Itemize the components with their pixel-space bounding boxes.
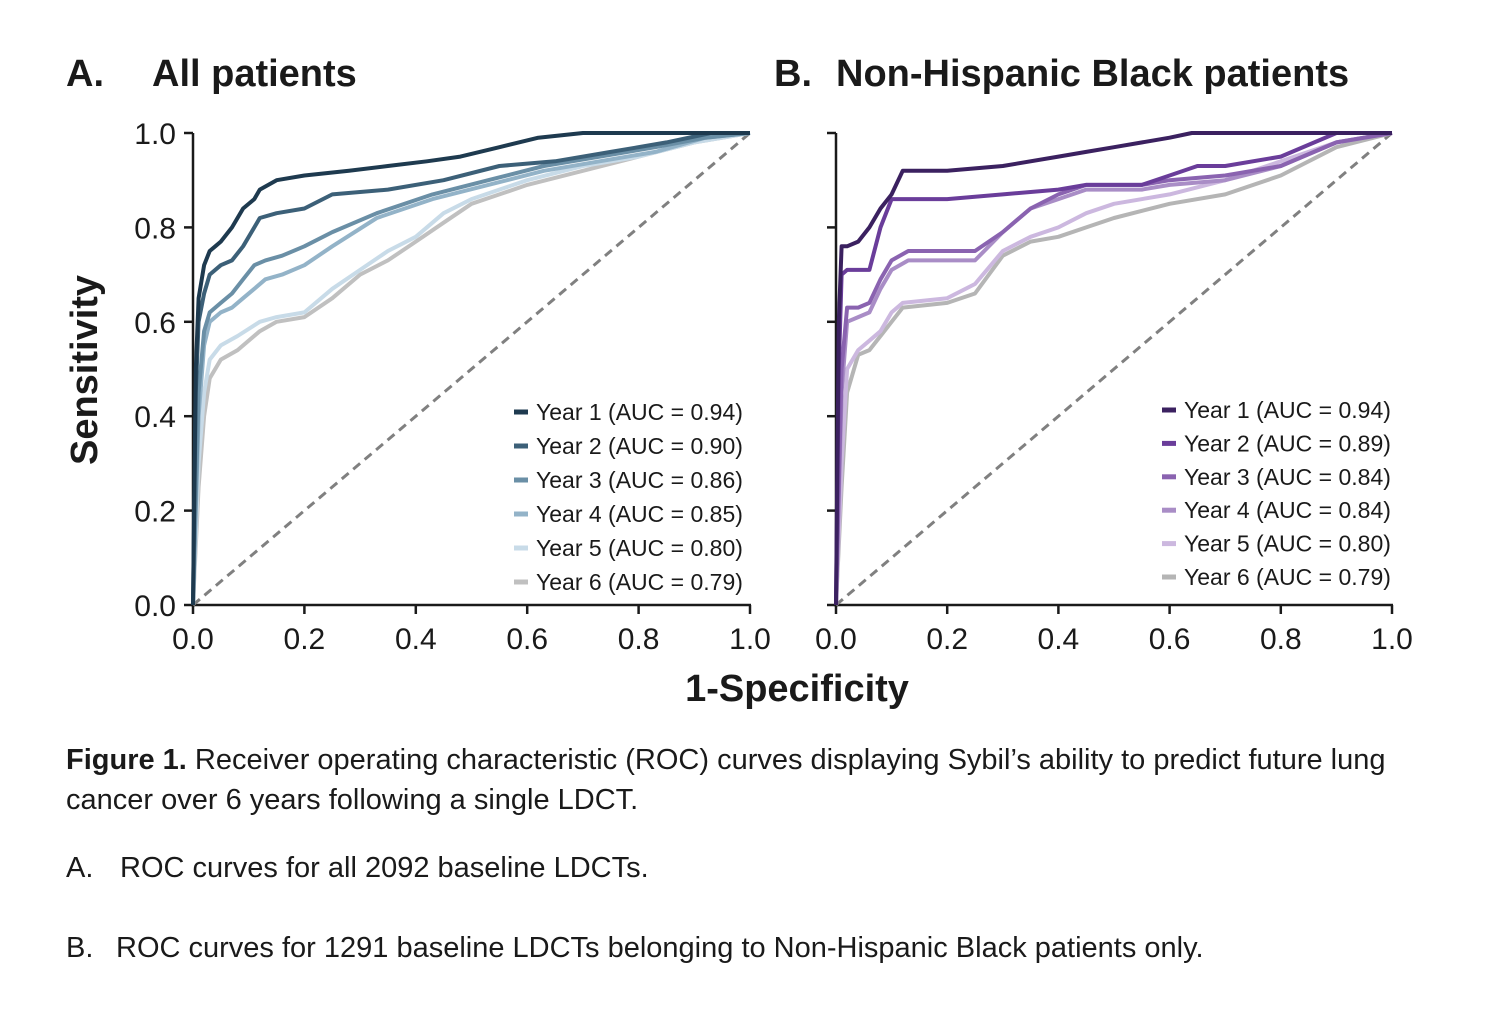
roc-curve-year-6 xyxy=(834,131,1393,606)
y-tick-label: 0.4 xyxy=(134,401,176,434)
roc-curve-year-3 xyxy=(191,131,751,606)
panel-b-title: Non-Hispanic Black patients xyxy=(836,53,1349,95)
legend-label-year-3: Year 3 (AUC = 0.86) xyxy=(536,467,743,493)
y-tick-label: 0.8 xyxy=(134,212,176,245)
caption-figure-text: Receiver operating characteristic (ROC) … xyxy=(66,744,1386,816)
legend-label-year-1: Year 1 (AUC = 0.94) xyxy=(536,399,743,425)
y-tick-label: 1.0 xyxy=(134,118,176,151)
caption-figure-label: Figure 1. xyxy=(66,744,187,776)
caption-item-a-text: ROC curves for all 2092 baseline LDCTs. xyxy=(120,852,649,884)
y-tick-label: 0.0 xyxy=(134,590,176,623)
panel-a-title: All patients xyxy=(152,53,357,95)
caption-item-b-letter: B. xyxy=(66,932,94,964)
x-tick-label: 1.0 xyxy=(1371,623,1413,656)
roc-figure: A. All patients B. Non-Hispanic Black pa… xyxy=(64,53,1413,710)
x-axis-label: 1-Specificity xyxy=(685,668,909,710)
roc-curve-year-2 xyxy=(191,131,750,606)
panel-a-letter: A. xyxy=(66,53,104,95)
x-tick-label: 0.8 xyxy=(618,623,660,656)
roc-curve-year-1 xyxy=(191,131,750,606)
roc-curve-year-2 xyxy=(834,131,1392,606)
x-tick-label: 0.4 xyxy=(1038,623,1080,656)
roc-curve-year-4 xyxy=(191,131,751,606)
x-tick-label: 0.6 xyxy=(1149,623,1191,656)
x-tick-label: 0.0 xyxy=(815,623,857,656)
legend-label-year-5: Year 5 (AUC = 0.80) xyxy=(1184,531,1391,557)
legend-label-year-4: Year 4 (AUC = 0.85) xyxy=(536,501,743,527)
y-axis-label: Sensitivity xyxy=(64,275,106,465)
x-tick-label: 0.2 xyxy=(284,623,326,656)
y-tick-label: 0.2 xyxy=(134,496,176,529)
x-tick-label: 0.6 xyxy=(506,623,548,656)
legend-label-year-6: Year 6 (AUC = 0.79) xyxy=(536,569,743,595)
chance-diagonal xyxy=(835,131,1393,607)
caption-item-b: B. ROC curves for 1291 baseline LDCTs bel… xyxy=(66,928,1204,968)
legend-label-year-3: Year 3 (AUC = 0.84) xyxy=(1184,464,1391,490)
x-tick-label: 0.4 xyxy=(395,623,437,656)
roc-curve-year-4 xyxy=(834,131,1393,606)
roc-curve-year-6 xyxy=(191,131,751,606)
legend-label-year-2: Year 2 (AUC = 0.89) xyxy=(1184,430,1391,456)
legend-label-year-4: Year 4 (AUC = 0.84) xyxy=(1184,497,1391,523)
legend-label-year-1: Year 1 (AUC = 0.94) xyxy=(1184,397,1391,423)
panel-b-letter: B. xyxy=(774,53,812,95)
roc-curve-year-1 xyxy=(834,131,1392,606)
legend-label-year-5: Year 5 (AUC = 0.80) xyxy=(536,535,743,561)
x-tick-label: 1.0 xyxy=(729,623,771,656)
caption-item-b-text: ROC curves for 1291 baseline LDCTs belon… xyxy=(116,932,1204,964)
caption-item-a: A. ROC curves for all 2092 baseline LDCTs… xyxy=(66,848,649,888)
panel-b-plot: 0.0 0.2 0.4 0.6 0.8 1.0 Year 1 (AUC = 0.94) Yea… xyxy=(815,131,1413,656)
x-tick-label: 0.8 xyxy=(1260,623,1302,656)
legend-label-year-2: Year 2 (AUC = 0.90) xyxy=(536,433,743,459)
chance-diagonal xyxy=(192,131,751,607)
x-tick-label: 0.2 xyxy=(926,623,968,656)
panel-a-plot: 0.0 0.2 0.4 0.6 0.8 1.0 0.0 0.2 0.4 0.6 0.8 1.0 Year… xyxy=(134,118,771,656)
y-tick-label: 0.6 xyxy=(134,307,176,340)
roc-curve-year-3 xyxy=(834,131,1393,606)
legend-label-year-6: Year 6 (AUC = 0.79) xyxy=(1184,564,1391,590)
roc-curve-year-5 xyxy=(191,131,751,606)
figure-caption: Figure 1. Receiver operating characteris… xyxy=(66,740,1456,820)
caption-item-a-letter: A. xyxy=(66,852,94,884)
x-tick-label: 0.0 xyxy=(172,623,214,656)
